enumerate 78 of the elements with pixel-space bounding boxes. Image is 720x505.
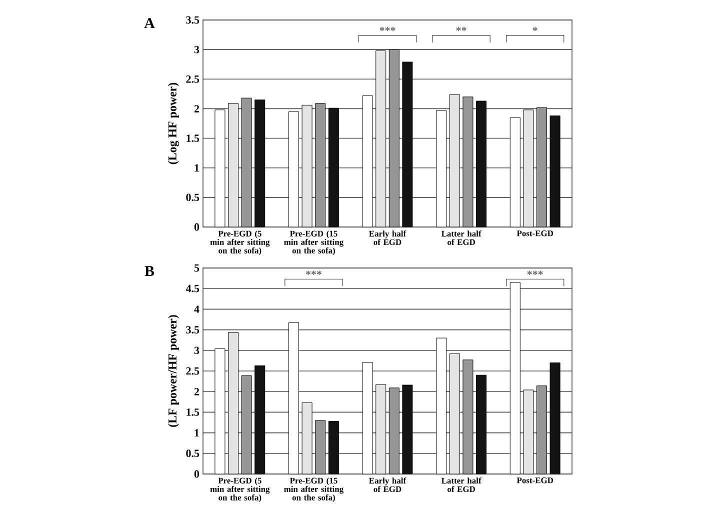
bar	[315, 103, 326, 228]
bar	[241, 375, 252, 474]
y-tick-label: 2	[194, 105, 200, 112]
bar	[288, 111, 299, 228]
bar	[241, 98, 252, 228]
annotation: **	[456, 26, 466, 32]
bar	[214, 348, 226, 474]
bar	[550, 362, 560, 474]
bar	[388, 49, 400, 228]
bar	[328, 108, 339, 228]
bar	[302, 104, 312, 228]
bar	[315, 420, 326, 474]
x-tick-label: Pre-EGD (15 min after sitting on the sofa)	[284, 230, 344, 256]
chart-title: A	[144, 18, 155, 28]
y-tick-label: 0.5	[186, 450, 200, 458]
y-tick-label: 1	[194, 429, 199, 436]
annotation: *	[532, 26, 538, 32]
bar	[402, 62, 413, 228]
bar	[536, 107, 547, 228]
y-tick-label: 2.5	[186, 75, 200, 83]
x-tick-label: Pre-EGD (5 min after sitting on the sofa)	[210, 230, 270, 256]
bar	[362, 362, 373, 474]
bar	[449, 94, 460, 228]
x-tick-label: Post-EGD	[516, 478, 554, 484]
bar	[376, 384, 386, 474]
y-tick-label: 2.5	[186, 367, 200, 375]
bar	[328, 421, 339, 474]
bar	[254, 100, 266, 228]
bar	[510, 117, 520, 228]
x-tick-label: Early half of EGD	[369, 478, 406, 492]
bar	[476, 100, 486, 228]
bar	[362, 95, 373, 228]
annotation: ***	[527, 270, 543, 275]
bar	[510, 282, 520, 474]
bar	[536, 386, 547, 474]
bar	[550, 116, 560, 228]
bar	[376, 50, 386, 228]
bar	[523, 390, 534, 474]
x-tick-label: Pre-EGD (5 min after sitting on the sofa)	[210, 478, 270, 502]
y-tick-label: 3.5	[186, 326, 200, 334]
bar	[436, 110, 447, 228]
y-axis-title: (Log HF power)	[168, 82, 179, 164]
bar	[436, 338, 447, 474]
x-tick-label: Post-EGD	[516, 230, 554, 236]
y-tick-label: 0.5	[186, 194, 200, 202]
bar	[462, 96, 474, 228]
bar	[476, 374, 486, 474]
y-tick-label: 3	[194, 346, 200, 354]
y-tick-label: 1.5	[186, 408, 200, 416]
annotation: ***	[306, 270, 322, 275]
bar	[388, 388, 400, 474]
bar	[214, 110, 226, 228]
bar	[288, 322, 299, 474]
y-tick-label: 0	[194, 223, 200, 231]
bar	[228, 332, 238, 474]
y-tick-label: 3.5	[186, 16, 200, 24]
y-tick-label: 1.5	[186, 134, 200, 142]
chart-title: B	[144, 266, 154, 276]
y-tick-label: 0	[194, 470, 200, 478]
y-axis-title: (LF power/HF power)	[168, 315, 179, 427]
bar	[462, 360, 474, 474]
x-tick-label: Latter half of EGD	[441, 478, 482, 492]
bar	[523, 110, 534, 228]
y-tick-label: 5	[194, 264, 200, 272]
x-tick-label: Pre-EGD (15 min after sitting on the sofa)	[284, 478, 344, 502]
bar	[402, 384, 413, 474]
y-tick-label: 3	[194, 46, 200, 54]
y-tick-label: 4.5	[186, 284, 200, 292]
x-tick-label: Latter half of EGD	[441, 230, 482, 246]
x-tick-label: Early half of EGD	[369, 230, 406, 246]
annotation: ***	[380, 26, 396, 32]
y-tick-label: 4	[194, 306, 200, 313]
bar	[449, 353, 460, 474]
bar	[228, 103, 238, 228]
y-tick-label: 1	[194, 164, 199, 172]
bar	[302, 402, 312, 474]
y-tick-label: 2	[194, 388, 200, 396]
bar	[254, 365, 266, 474]
